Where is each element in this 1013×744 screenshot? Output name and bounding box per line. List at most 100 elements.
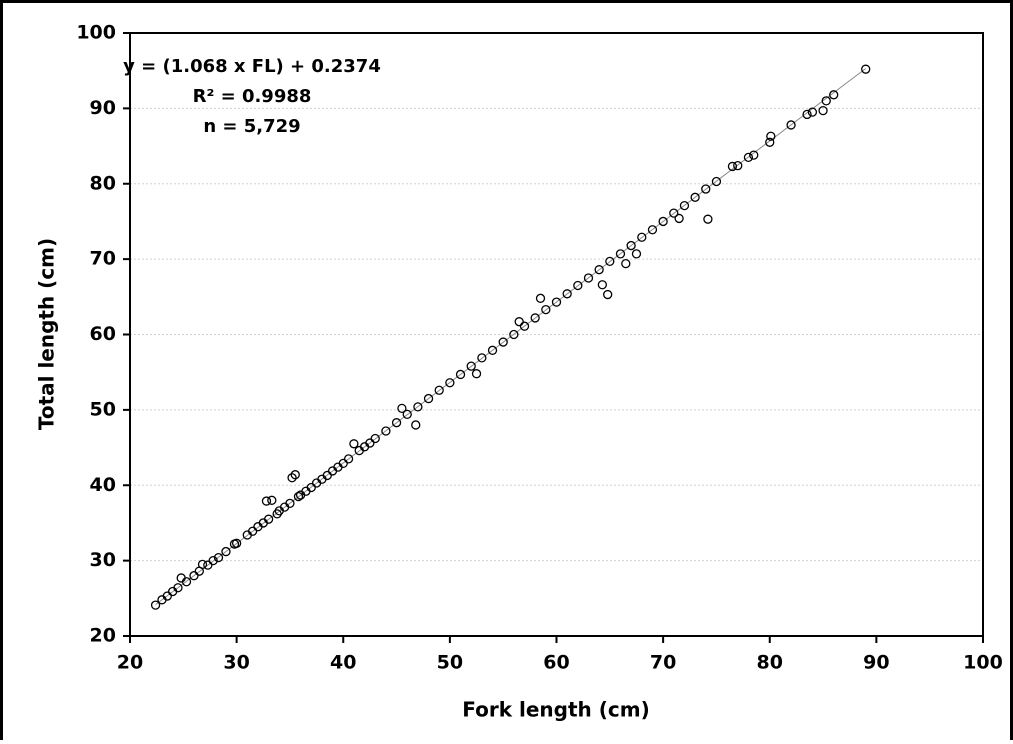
y-tick-label: 60 [90,323,116,345]
point [285,498,295,508]
x-tick-label: 90 [863,652,889,674]
point [514,317,524,327]
point [711,176,722,187]
point [626,240,636,251]
point [370,433,380,444]
point [349,439,359,449]
point [221,546,231,557]
y-tick-label: 70 [90,248,116,270]
point [261,496,272,506]
point [631,249,642,259]
point [498,337,508,347]
point [391,418,402,428]
point [290,470,300,480]
point [605,256,615,267]
point [766,131,776,141]
point [338,458,348,469]
y-tick-label: 100 [76,22,116,44]
point [861,64,871,74]
point [231,538,242,548]
point [541,304,551,315]
point [423,393,434,404]
point [637,232,647,242]
point [669,208,679,218]
y-axis-title: Total length (cm) [35,238,59,430]
point [487,345,498,355]
point [621,258,631,269]
point [743,152,754,163]
annotation: y = (1.068 x FL) + 0.2374 [123,56,381,77]
x-tick-label: 60 [543,652,569,674]
point [477,353,487,363]
point [818,105,828,116]
point [551,297,562,307]
point [674,213,684,224]
point [690,192,700,202]
point [530,313,540,323]
point [162,591,172,601]
y-tick-label: 80 [90,172,116,194]
point [306,482,316,493]
point [562,289,572,299]
point [802,109,812,120]
point [287,473,297,483]
annotation: n = 5,729 [203,116,300,137]
point [519,321,530,331]
x-tick-label: 80 [757,652,783,674]
point [701,184,711,194]
x-tick-label: 30 [223,652,249,674]
x-tick-label: 50 [437,652,463,674]
point [203,560,213,570]
point [679,200,690,211]
point [445,378,455,388]
point [509,329,519,340]
point [749,150,759,160]
x-tick-label: 100 [963,652,1003,674]
point [594,265,604,275]
point [786,120,796,130]
point [658,216,668,227]
point [343,454,354,464]
point [208,555,218,566]
point [263,514,274,524]
point [573,280,583,291]
point [703,214,713,224]
point [807,107,818,117]
point [727,161,738,172]
x-tick-label: 70 [650,652,676,674]
point [322,470,332,481]
point [181,577,192,587]
point [829,90,839,100]
point [615,249,626,259]
point [765,137,775,147]
point [455,369,466,380]
point [247,526,258,536]
y-tick-label: 30 [90,549,116,571]
point [173,583,183,593]
point [381,426,391,436]
point [603,289,613,300]
point [150,600,161,610]
point [597,280,607,290]
point [733,161,743,171]
y-tick-label: 50 [90,398,116,420]
point [821,96,831,106]
y-tick-label: 20 [90,625,116,647]
point [583,273,594,283]
point [402,409,412,420]
y-tick-label: 40 [90,474,116,496]
point [535,293,546,303]
point [434,385,444,395]
y-tick-label: 90 [90,97,116,119]
point [397,403,407,414]
point [411,420,421,430]
plot-border [129,32,984,637]
point [213,552,224,563]
point [267,495,277,505]
point [413,402,423,412]
point [293,491,304,502]
point [471,369,482,379]
